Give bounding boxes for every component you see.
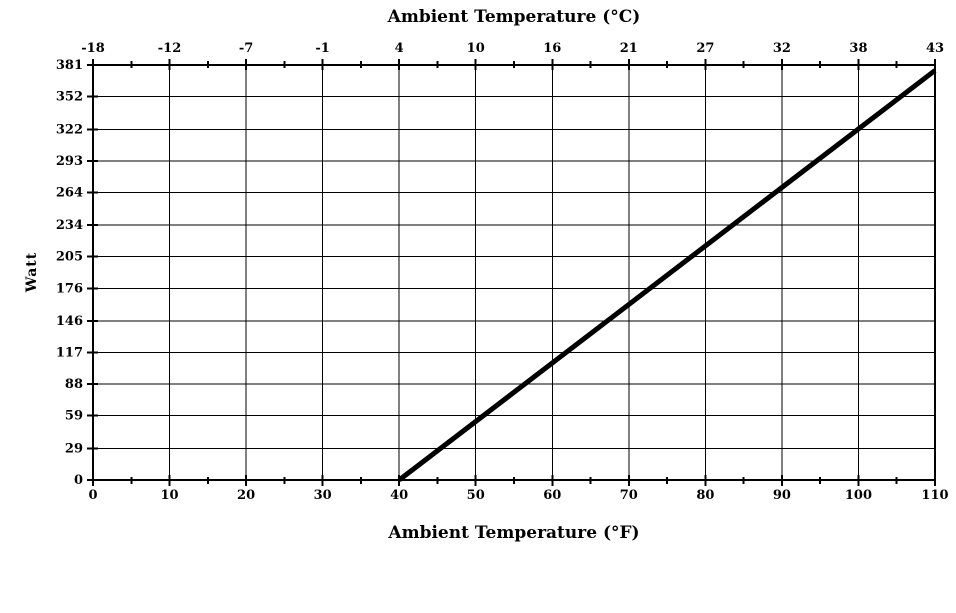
x-tick-label-f: 90 <box>773 488 791 503</box>
x-tick-label-f: 60 <box>543 488 561 503</box>
y-tick-label: 117 <box>56 346 83 361</box>
x-tick-label-c: 10 <box>467 41 485 56</box>
top-axis-title: Ambient Temperature (°C) <box>387 7 641 27</box>
x-tick-label-c: -18 <box>81 41 105 56</box>
y-tick-label: 381 <box>56 58 83 73</box>
x-tick-label-f: 50 <box>467 488 485 503</box>
x-tick-label-c: -7 <box>239 41 253 56</box>
y-tick-label: 29 <box>65 441 83 456</box>
y-tick-label: 293 <box>56 154 83 169</box>
y-axis-title: Watt <box>24 252 40 294</box>
y-tick-label: 176 <box>56 281 83 296</box>
plot-border <box>92 64 936 481</box>
x-tick-label-c: 32 <box>773 41 791 56</box>
tick-labels: 0 -18 10 -12 20 -7 30 -1 40 4 50 10 60 16 70 21 80 27 90 32… <box>56 41 949 503</box>
x-tick-label-f: 80 <box>696 488 714 503</box>
x-tick-label-c: 16 <box>543 41 561 56</box>
bottom-axis-title: Ambient Temperature (°F) <box>387 523 639 543</box>
y-tick-label: 59 <box>65 409 83 424</box>
y-tick-label: 352 <box>56 90 83 105</box>
y-tick-label: 205 <box>56 250 83 265</box>
x-tick-label-f: 20 <box>237 488 255 503</box>
x-tick-label-c: 4 <box>395 41 404 56</box>
x-tick-label-f: 100 <box>845 488 872 503</box>
x-tick-label-f: 110 <box>921 488 948 503</box>
x-tick-label-f: 70 <box>620 488 638 503</box>
x-tick-label-f: 40 <box>390 488 408 503</box>
x-tick-label-c: -1 <box>315 41 329 56</box>
x-tick-label-c: -12 <box>158 41 182 56</box>
plot-area: 0 -18 10 -12 20 -7 30 -1 40 4 50 10 60 16 70 21 80 27 90 32… <box>56 41 949 503</box>
y-tick-label: 264 <box>56 185 83 200</box>
y-tick-label: 88 <box>65 377 83 392</box>
x-tick-label-f: 0 <box>88 488 97 503</box>
x-tick-label-c: 27 <box>696 41 714 56</box>
y-tick-label: 322 <box>56 122 83 137</box>
y-tick-label: 146 <box>56 314 83 329</box>
x-tick-label-f: 10 <box>160 488 178 503</box>
axis-ticks <box>87 59 936 486</box>
x-tick-label-c: 43 <box>926 41 944 56</box>
y-tick-label: 234 <box>56 218 83 233</box>
x-tick-label-c: 21 <box>620 41 638 56</box>
grid-lines <box>92 64 936 481</box>
x-tick-label-c: 38 <box>849 41 867 56</box>
series-line <box>397 68 937 482</box>
y-tick-label: 0 <box>74 473 83 488</box>
x-tick-label-f: 30 <box>314 488 332 503</box>
